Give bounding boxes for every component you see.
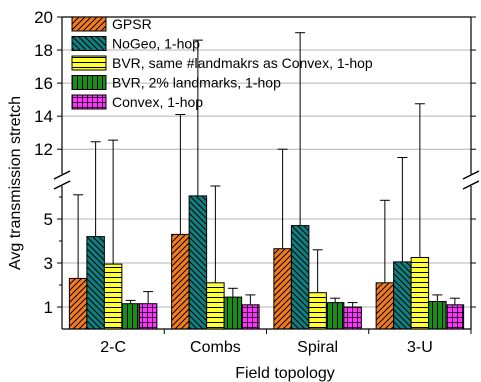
bar xyxy=(103,263,123,330)
bar xyxy=(445,304,465,330)
axis-break-mark xyxy=(53,180,71,190)
y-tick-label: 12 xyxy=(34,140,53,159)
bar xyxy=(343,306,362,330)
legend-swatch xyxy=(71,16,107,32)
y-tick-label: 14 xyxy=(34,107,53,126)
x-tick-label: Spiral xyxy=(297,339,338,356)
bar xyxy=(171,233,190,330)
bar xyxy=(241,304,260,330)
bar xyxy=(188,195,208,330)
y-tick-label: 18 xyxy=(34,41,53,60)
bar xyxy=(308,292,327,330)
legend-swatch xyxy=(71,75,107,90)
legend-label: GPSR xyxy=(112,16,152,32)
legend-swatch xyxy=(71,55,107,71)
bar xyxy=(410,257,430,330)
axis-break-mark xyxy=(53,170,71,180)
legend-swatch xyxy=(71,36,107,51)
y-tick-label: 20 xyxy=(34,8,53,27)
bar xyxy=(325,302,345,330)
legend-label: NoGeo, 1-hop xyxy=(112,36,200,52)
bar xyxy=(138,303,158,330)
bar xyxy=(428,301,447,330)
y-tick-label: 1 xyxy=(44,298,53,317)
y-axis-title: Avg transmission stretch xyxy=(7,96,24,270)
bar xyxy=(86,236,105,330)
bar xyxy=(273,248,292,330)
bar xyxy=(393,261,412,330)
axes: 1 3 5 12 14 16 18 20 2-C Combs Spiral 3-U xyxy=(34,8,480,356)
y-tick-label: 3 xyxy=(44,254,53,273)
legend: GPSR NoGeo, 1-hop BVR, same #landmakrs as … xyxy=(71,16,373,110)
axis-break-mark xyxy=(462,170,480,180)
bar xyxy=(223,296,243,330)
bar xyxy=(68,277,88,330)
legend-label: BVR, 2% landmarks, 1-hop xyxy=(112,75,281,91)
x-tick-label: Combs xyxy=(190,339,241,356)
x-tick-label: 3-U xyxy=(407,339,433,356)
x-tick-label: 2-C xyxy=(100,339,126,356)
legend-label: BVR, same #landmakrs as Convex, 1-hop xyxy=(112,55,373,71)
bar xyxy=(375,282,395,330)
bar xyxy=(121,303,140,330)
y-tick-label: 16 xyxy=(34,74,53,93)
y-tick-label: 5 xyxy=(44,210,53,229)
gridlines xyxy=(62,49,471,308)
legend-swatch xyxy=(71,94,107,110)
bar xyxy=(206,282,225,330)
axis-break-mark xyxy=(462,180,480,190)
bar xyxy=(290,225,310,330)
x-axis-title: Field topology xyxy=(235,365,335,382)
bars xyxy=(68,32,465,330)
legend-label: Convex, 1-hop xyxy=(112,94,203,110)
